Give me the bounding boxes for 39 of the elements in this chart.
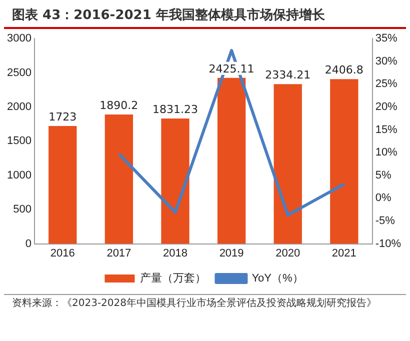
y-tick-label: 2500 bbox=[6, 66, 32, 79]
y-tick-label: 1500 bbox=[6, 135, 32, 148]
y2-tick-label: -10% bbox=[375, 238, 402, 250]
bar bbox=[104, 114, 134, 244]
y2-tick-label: 35% bbox=[375, 32, 398, 45]
y2-tick-label: 20% bbox=[375, 101, 398, 114]
text: 1890.2 bbox=[100, 98, 138, 112]
text: 2425.11 bbox=[208, 62, 254, 76]
x-tick-label: 2016 bbox=[50, 247, 75, 260]
bar bbox=[330, 79, 358, 244]
x-tick-label: 2020 bbox=[276, 247, 300, 260]
x-tick-label: 2019 bbox=[219, 247, 244, 260]
x-tick-label: 2018 bbox=[163, 247, 188, 260]
text: 1723 bbox=[48, 110, 77, 124]
y2-tick-label: 15% bbox=[375, 124, 398, 136]
legend-label: YoY（%） bbox=[252, 272, 304, 285]
bar bbox=[161, 118, 190, 244]
text: 2406.8 bbox=[324, 64, 364, 77]
bar bbox=[48, 126, 77, 244]
x-tick-label: 2021 bbox=[332, 247, 356, 260]
y2-tick-label: -5% bbox=[375, 215, 396, 228]
y-tick-label: 0 bbox=[25, 238, 32, 250]
text: 资料来源：《2023-2028年中国模具行业市场全景评估及投资战略规划研究报告》 bbox=[4, 294, 406, 313]
y2-tick-label: 25% bbox=[375, 78, 398, 90]
bar bbox=[217, 78, 246, 244]
y2-tick-label: 30% bbox=[375, 55, 398, 68]
y-tick-label: 1000 bbox=[6, 169, 32, 182]
y-tick-label: 2000 bbox=[6, 101, 32, 114]
y-tick-label: 3000 bbox=[6, 32, 32, 45]
chart-title: 图表 43：2016-2021 年我国整体模具市场保持增长 bbox=[4, 0, 406, 29]
y2-tick-label: 5% bbox=[375, 169, 392, 182]
y-tick-label: 500 bbox=[13, 204, 32, 216]
bar bbox=[274, 84, 302, 244]
y2-tick-label: 0% bbox=[375, 192, 392, 204]
legend-label: 产量（万套） bbox=[140, 272, 206, 285]
text: 2334.21 bbox=[265, 68, 311, 82]
text: 1831.23 bbox=[152, 102, 198, 116]
x-tick-label: 2017 bbox=[106, 247, 132, 260]
y2-tick-label: 10% bbox=[375, 146, 398, 159]
